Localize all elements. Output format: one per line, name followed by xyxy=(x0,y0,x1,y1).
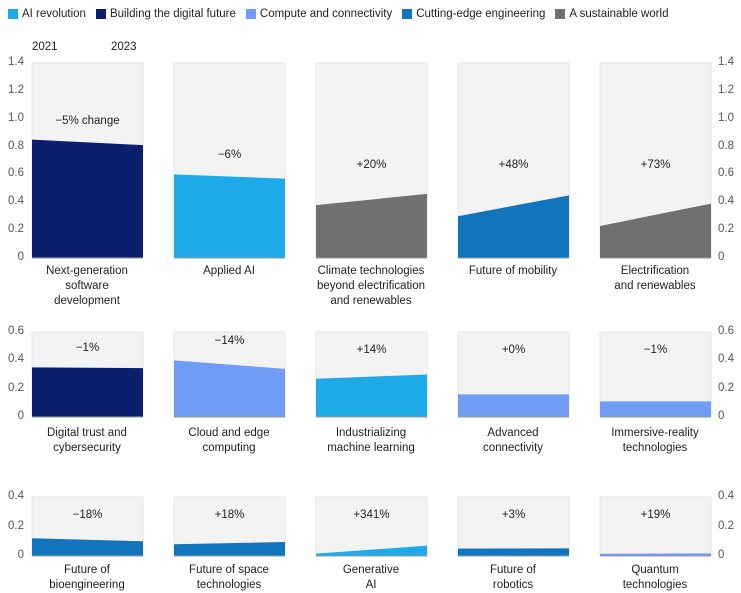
legend-swatch xyxy=(402,9,413,19)
legend-swatch xyxy=(95,9,106,19)
panel-title: Industrializing machine learning xyxy=(327,427,415,454)
panel-background xyxy=(315,496,428,557)
legend-item: Cutting-edge engineering xyxy=(402,8,545,20)
area xyxy=(458,394,569,417)
annotation: −1% xyxy=(75,342,100,355)
annotation: +19% xyxy=(640,509,671,521)
annotation: −6% xyxy=(217,149,242,162)
y-tick-label: 0.6 xyxy=(718,325,734,337)
y-tick-label: 0.2 xyxy=(8,519,24,532)
x-tick-label: 2021 xyxy=(32,41,58,53)
panel-title: Generative AI xyxy=(342,564,400,591)
annotation: −14% xyxy=(214,335,245,348)
panel-background xyxy=(599,496,712,557)
area xyxy=(32,139,143,258)
panel-title: Cloud and edge computing xyxy=(188,427,270,454)
area xyxy=(316,545,427,556)
annotation: +0% xyxy=(501,344,526,356)
area xyxy=(32,367,143,417)
legend-label: AI revolution xyxy=(22,8,86,20)
y-tick-label: 0.4 xyxy=(8,490,24,502)
legend-label: Building the digital future xyxy=(109,8,236,20)
y-tick-label: 0.6 xyxy=(718,167,734,180)
panel-title: Future of robotics xyxy=(489,564,537,591)
annotation: −18% xyxy=(72,509,103,521)
panel-title: Applied AI xyxy=(203,265,255,277)
area xyxy=(316,193,427,258)
y-tick-label: 0.4 xyxy=(718,195,734,208)
panel-background xyxy=(457,496,570,557)
panel-title: Electrification and renewables xyxy=(614,265,696,292)
area xyxy=(600,203,711,258)
y-tick-label: 0.6 xyxy=(8,167,24,180)
panel-title: Next-generation software development xyxy=(46,265,128,307)
legend-label: Compute and connectivity xyxy=(259,8,393,20)
legend-label: A sustainable world xyxy=(569,8,669,20)
y-tick-label: 0 xyxy=(718,251,725,263)
y-tick-label: 0 xyxy=(17,251,24,263)
y-tick-label: 0.6 xyxy=(8,325,24,337)
panel-title: Future of space technologies xyxy=(189,564,269,591)
annotation: +20% xyxy=(356,159,387,171)
y-tick-label: 0.2 xyxy=(718,381,734,394)
legend-swatch xyxy=(245,9,256,19)
y-tick-label: 0.8 xyxy=(8,139,24,152)
legend-swatch xyxy=(8,9,18,19)
panel-title: Quantum technologies xyxy=(622,564,688,591)
area xyxy=(600,401,711,417)
panel-title: Digital trust and cybersecurity xyxy=(47,427,127,454)
y-tick-label: 0 xyxy=(17,549,24,561)
panel-title: Future of bioengineering xyxy=(49,564,125,591)
area xyxy=(32,538,143,556)
y-tick-label: 0.8 xyxy=(718,139,734,152)
y-tick-label: 1.4 xyxy=(8,56,24,68)
area xyxy=(316,374,427,417)
area xyxy=(174,541,285,556)
x-tick-label: 2023 xyxy=(111,41,137,53)
annotation: +73% xyxy=(640,159,671,171)
legend: AI revolution Building the digital future… xyxy=(8,8,668,20)
annotation: +14% xyxy=(356,344,387,356)
panel-title: Future of mobility xyxy=(468,265,558,277)
legend-swatch xyxy=(555,9,566,19)
annotation: +48% xyxy=(498,159,529,171)
panel-title: Advanced connectivity xyxy=(482,427,544,454)
y-tick-label: 0.2 xyxy=(718,519,734,532)
y-tick-label: 0.2 xyxy=(8,223,24,236)
annotation: +3% xyxy=(501,509,526,521)
legend-item: Building the digital future xyxy=(95,8,236,20)
y-tick-label: 0 xyxy=(17,410,24,422)
y-tick-label: 1.2 xyxy=(718,83,734,96)
y-tick-label: 0.4 xyxy=(8,353,24,366)
y-tick-label: 0.4 xyxy=(8,195,24,208)
y-tick-label: 1.4 xyxy=(718,56,734,68)
legend-label: Cutting-edge engineering xyxy=(416,8,546,20)
panel-title: Immersive-reality technologies xyxy=(611,427,699,454)
annotation: −5% change xyxy=(55,114,120,127)
y-tick-label: 1.2 xyxy=(8,83,24,96)
area xyxy=(174,360,285,417)
legend-item: A sustainable world xyxy=(555,8,668,20)
annotation: −1% xyxy=(643,344,668,356)
area xyxy=(458,548,569,556)
area xyxy=(600,553,711,556)
y-tick-label: 0 xyxy=(718,549,725,561)
annotation: +341% xyxy=(353,509,390,521)
legend-item: AI revolution xyxy=(8,8,86,20)
panel-title: Climate technologies beyond electrificat… xyxy=(316,265,426,307)
y-tick-label: 0 xyxy=(718,410,725,422)
annotation: +18% xyxy=(214,509,245,521)
y-tick-label: 0.4 xyxy=(718,353,734,366)
y-tick-label: 1.0 xyxy=(718,111,734,124)
y-tick-label: 0.4 xyxy=(718,490,734,502)
y-tick-label: 0.2 xyxy=(8,381,24,394)
y-tick-label: 0.2 xyxy=(718,223,734,236)
area xyxy=(174,174,285,258)
legend-item: Compute and connectivity xyxy=(245,8,393,20)
area xyxy=(458,195,569,258)
y-tick-label: 1.0 xyxy=(8,111,24,124)
